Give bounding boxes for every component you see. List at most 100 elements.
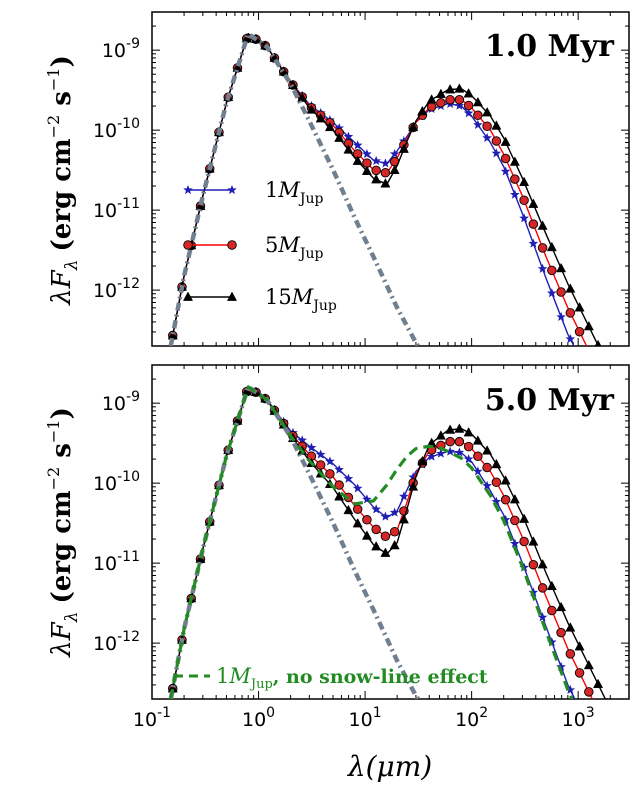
marker-5MJup — [352, 504, 363, 514]
marker-5MJup — [491, 477, 502, 488]
marker-1MJup — [343, 473, 354, 483]
marker-5MJup — [594, 365, 603, 374]
legend-item-1MJup: 1MJup — [183, 178, 324, 207]
marker-5MJup — [445, 436, 455, 447]
marker-15MJup — [565, 283, 576, 293]
marker-15MJup — [454, 423, 465, 433]
marker-15MJup — [417, 105, 428, 116]
marker-5MJup — [500, 495, 511, 505]
marker-15MJup — [361, 530, 372, 540]
marker-15MJup — [491, 120, 502, 130]
marker-5MJup — [528, 559, 539, 570]
y-tick-label: 10-10 — [93, 469, 140, 495]
marker-1MJup — [473, 466, 483, 476]
marker-1MJup — [362, 494, 372, 504]
marker-5MJup — [574, 326, 585, 337]
marker-5MJup — [510, 515, 520, 526]
marker-15MJup — [389, 164, 400, 175]
x-tick-label: 10-1 — [133, 705, 171, 731]
marker-15MJup — [445, 424, 456, 434]
marker-1MJup — [334, 464, 344, 474]
marker-5MJup — [473, 451, 483, 461]
legend-marker — [227, 184, 237, 195]
marker-1MJup — [565, 334, 576, 344]
panel-1-y-tick-labels: 10-9 10-10 10-11 10-12 — [93, 36, 140, 302]
marker-15MJup — [519, 176, 530, 187]
marker-5MJup — [491, 136, 502, 146]
marker-15MJup — [509, 156, 520, 166]
marker-15MJup — [574, 302, 585, 312]
marker-1MJup — [594, 739, 602, 747]
green-note-text: 1MJup, no snow-line effect — [216, 664, 488, 692]
marker-5MJup — [547, 605, 557, 616]
marker-15MJup — [408, 481, 419, 491]
marker-15MJup — [324, 121, 335, 132]
marker-5MJup — [445, 94, 455, 105]
panel-1-frame — [151, 11, 630, 347]
marker-5MJup — [325, 469, 335, 479]
marker-5MJup — [594, 706, 603, 715]
marker-15MJup — [445, 84, 456, 94]
marker-1MJup — [389, 507, 400, 517]
marker-15MJup — [380, 547, 391, 557]
legend-marker — [182, 291, 194, 301]
marker-5MJup — [473, 110, 483, 121]
marker-15MJup — [528, 536, 539, 546]
marker-15MJup — [159, 381, 168, 390]
marker-5MJup — [537, 583, 548, 593]
legend-label: 15MJup — [265, 285, 337, 314]
y-axis-label-top: λFλ(erg cm−2 s−1) — [44, 55, 82, 306]
marker-5MJup — [587, 345, 591, 346]
panel-1-title: 1.0 Myr — [485, 29, 615, 64]
marker-5MJup — [389, 526, 400, 537]
marker-15MJup — [556, 601, 567, 612]
legend-marker — [183, 184, 193, 195]
marker-1MJup — [426, 451, 437, 461]
x-axis-label: λ(μm) — [347, 750, 432, 783]
x-tick-label: 102 — [455, 705, 488, 731]
panel-2-ticks — [151, 365, 630, 700]
marker-15MJup — [435, 430, 446, 440]
panel-2-frame — [151, 364, 630, 700]
marker-5MJup — [380, 531, 391, 542]
marker-1MJup — [547, 288, 557, 298]
marker-5MJup — [547, 265, 557, 276]
marker-15MJup — [491, 458, 502, 469]
y-tick-label: 10-9 — [102, 389, 140, 415]
marker-5MJup — [315, 460, 326, 470]
y-axis-label-bottom: λFλ(erg cm−2 s−1) — [44, 407, 82, 658]
marker-15MJup — [482, 106, 493, 117]
panel-2-series — [150, 384, 612, 791]
marker-15MJup — [343, 144, 354, 154]
marker-15MJup — [537, 220, 548, 230]
marker-5MJup — [574, 668, 585, 678]
marker-5MJup — [556, 627, 566, 638]
legend-marker — [226, 291, 238, 301]
marker-15MJup — [606, 697, 609, 699]
legend-marker — [183, 240, 193, 250]
marker-1MJup — [482, 480, 492, 490]
marker-5MJup — [371, 165, 381, 176]
marker-5MJup — [500, 153, 511, 164]
marker-1MJup — [325, 456, 335, 466]
marker-15MJup — [463, 427, 474, 437]
marker-1MJup — [380, 511, 391, 521]
marker-15MJup — [509, 493, 520, 504]
marker-5MJup — [463, 100, 474, 111]
marker-15MJup — [150, 786, 159, 791]
marker-1MJup — [576, 352, 584, 360]
svg-text:λFλ(erg cm−2 s−1): λFλ(erg cm−2 s−1) — [44, 55, 82, 306]
marker-15MJup — [352, 155, 363, 165]
marker-15MJup — [519, 513, 530, 523]
marker-1MJup — [603, 756, 611, 764]
marker-15MJup — [594, 339, 602, 346]
y-tick-label: 10-12 — [93, 629, 140, 655]
marker-15MJup — [389, 539, 400, 550]
marker-15MJup — [150, 433, 159, 442]
marker-5MJup — [565, 649, 576, 659]
marker-5MJup — [537, 243, 548, 253]
marker-15MJup — [556, 262, 567, 273]
x-tick-label: 103 — [562, 705, 595, 731]
marker-5MJup — [603, 725, 612, 734]
